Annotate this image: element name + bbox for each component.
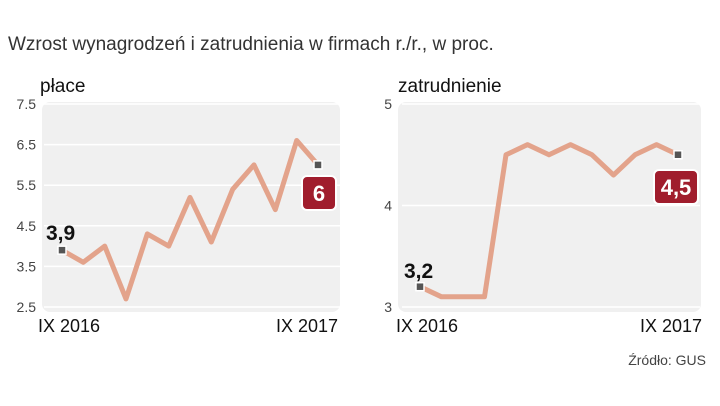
y-tick-label-place: 7.5 bbox=[17, 96, 37, 112]
series-line-zatrudnienie bbox=[417, 142, 681, 300]
x-tick-start-zatrudnienie: IX 2016 bbox=[396, 316, 458, 336]
yticks-place: 2.5 3.5 4.5 5.5 6.5 7.5 bbox=[17, 96, 37, 315]
grid-place bbox=[44, 103, 340, 308]
start-label-place: 3,9 bbox=[46, 222, 75, 245]
yticks-zatrudnienie: 3 4 5 bbox=[384, 96, 392, 315]
plot-area-zatrudnienie bbox=[398, 102, 701, 312]
y-tick-label-place: 3.5 bbox=[17, 258, 37, 274]
start-point-zatrudnienie bbox=[415, 281, 425, 292]
y-tick-label-place: 5.5 bbox=[17, 177, 37, 193]
x-tick-start-place: IX 2016 bbox=[38, 316, 100, 336]
end-badge-place bbox=[301, 175, 337, 211]
y-tick-label-zatrudnienie: 5 bbox=[384, 96, 392, 112]
end-label-place: 6 bbox=[313, 181, 325, 206]
x-tick-end-zatrudnienie: IX 2017 bbox=[640, 316, 702, 336]
series-line-place bbox=[59, 138, 321, 302]
y-tick-label-place: 4.5 bbox=[17, 218, 37, 234]
end-badge-zatrudnienie bbox=[653, 169, 699, 205]
start-label-zatrudnienie: 3,2 bbox=[404, 260, 433, 283]
panel-title-zatrudnienie: zatrudnienie bbox=[398, 76, 502, 97]
y-tick-label-place: 2.5 bbox=[17, 299, 37, 315]
grid-zatrudnienie bbox=[402, 103, 700, 308]
panel-zatrudnienie: 3 4 5 zatrudnienie IX 2016 IX 2017 3,2 4,5 bbox=[384, 76, 702, 336]
plot-area-place bbox=[42, 102, 340, 312]
panel-title-place: płace bbox=[40, 76, 85, 97]
chart-title: Wzrost wynagrodzeń i zatrudnienia w firm… bbox=[8, 34, 494, 55]
start-point-place bbox=[57, 245, 67, 255]
x-tick-end-place: IX 2017 bbox=[276, 316, 338, 336]
y-tick-label-zatrudnienie: 3 bbox=[384, 299, 392, 315]
y-tick-label-place: 6.5 bbox=[17, 137, 37, 153]
end-label-zatrudnienie: 4,5 bbox=[661, 175, 692, 200]
y-tick-label-zatrudnienie: 4 bbox=[384, 198, 392, 214]
panel-place: 2.5 3.5 4.5 5.5 6.5 7.5 płace IX 2016 IX 2017… bbox=[17, 76, 340, 336]
end-point-zatrudnienie bbox=[673, 150, 683, 160]
end-point-place bbox=[313, 160, 323, 170]
source-note: Źródło: GUS bbox=[628, 352, 706, 368]
